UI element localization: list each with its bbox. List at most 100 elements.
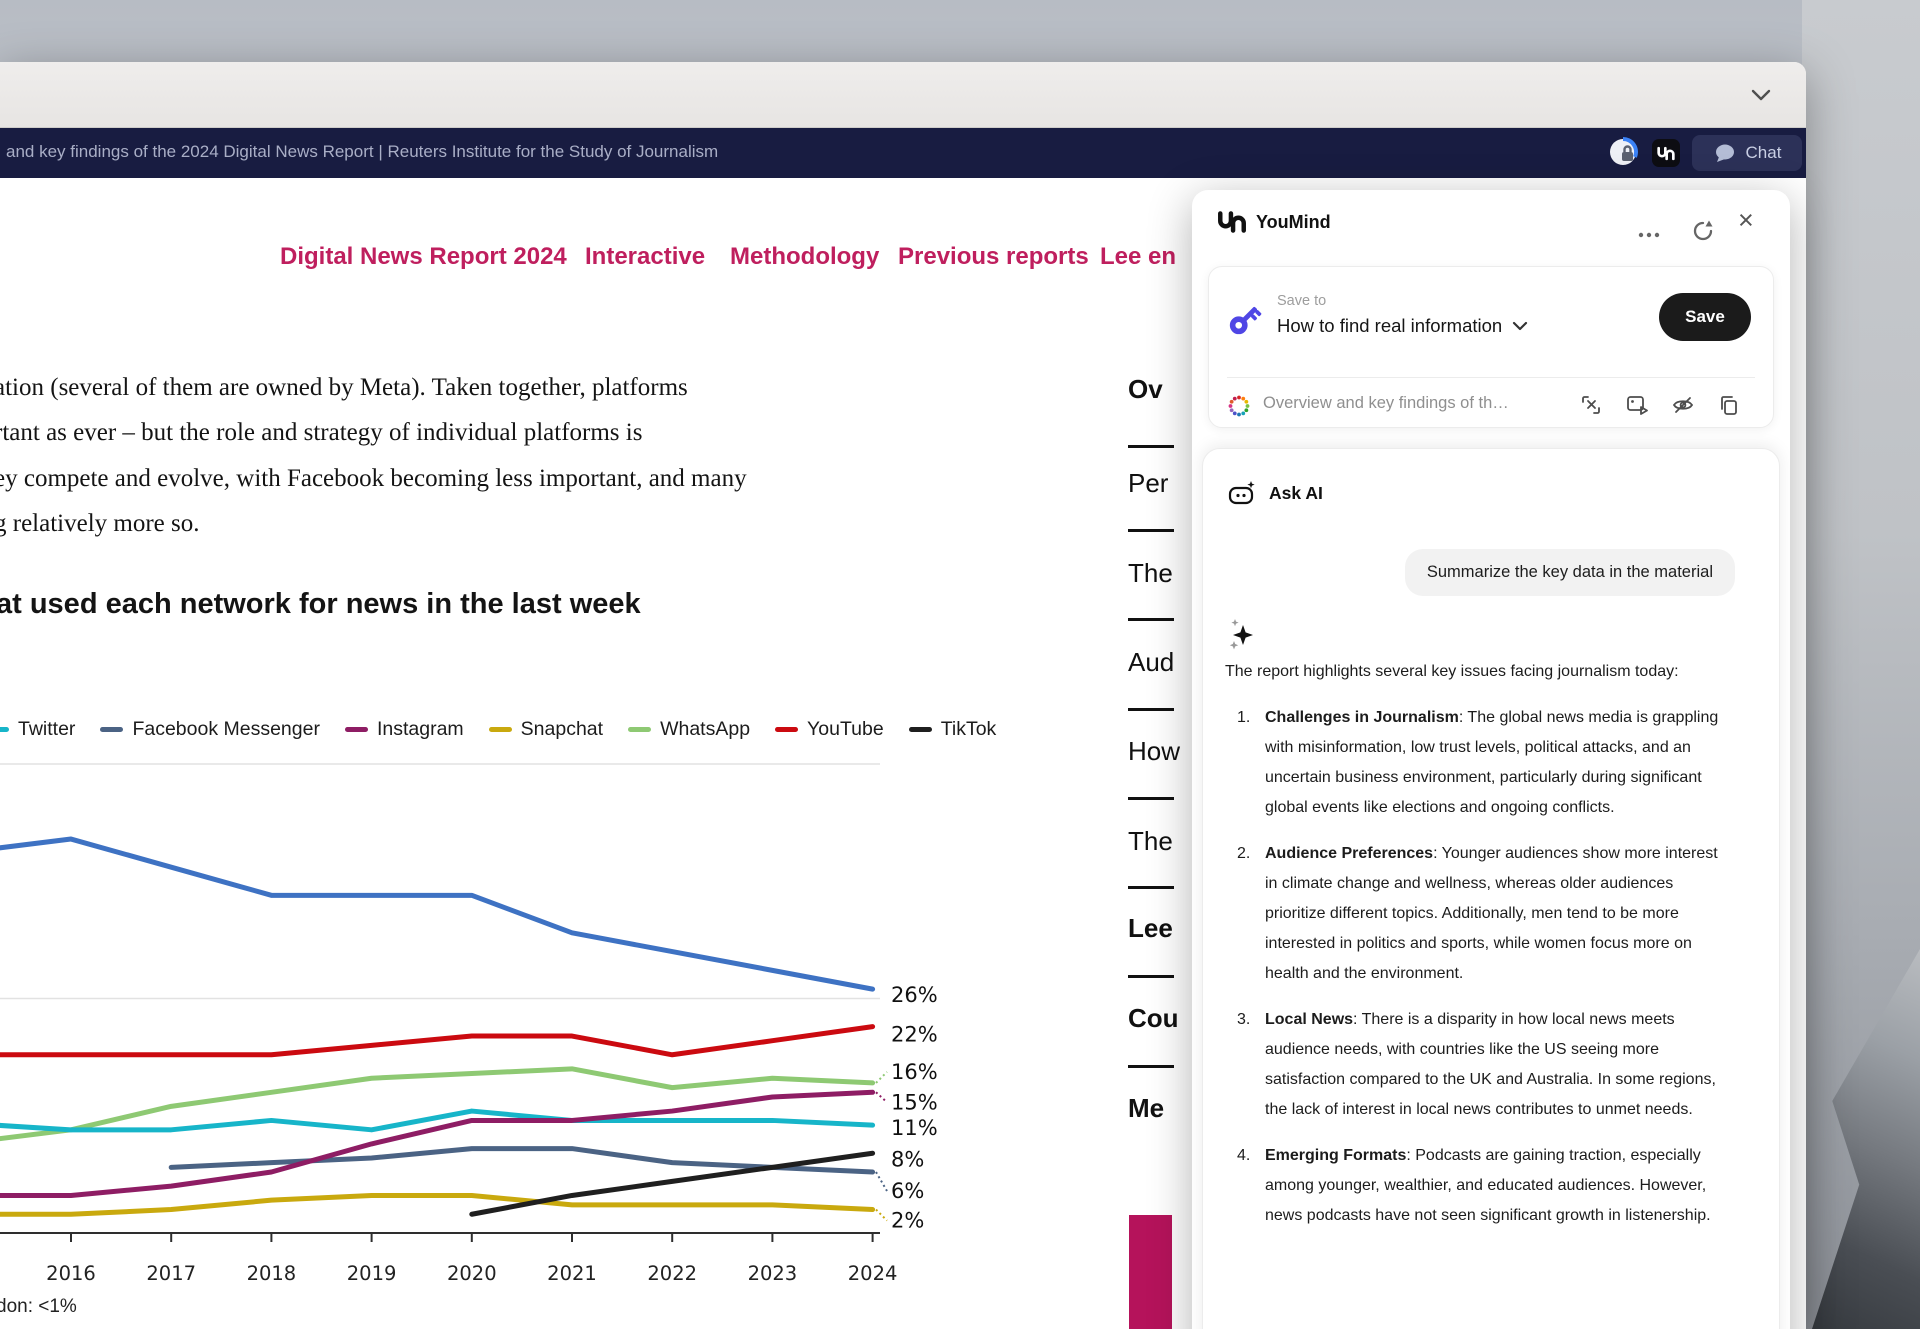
nav-link[interactable]: Methodology (730, 243, 880, 270)
legend-swatch (344, 727, 368, 732)
ai-response: The report highlights several key issues… (1225, 657, 1733, 1247)
copy-icon[interactable] (1717, 393, 1741, 417)
toc-item[interactable]: How (1128, 736, 1181, 766)
eye-off-icon[interactable] (1671, 393, 1695, 417)
legend-label: Snapchat (520, 718, 604, 740)
page-title: and key findings of the 2024 Digital New… (6, 142, 719, 161)
panel-title: YouMind (1256, 212, 1331, 232)
legend-label: Facebook Messenger (132, 718, 320, 740)
svg-text:22%: 22% (891, 1023, 938, 1047)
ask-ai-card: Ask AI Summarize the key data in the mat… (1202, 448, 1780, 1329)
ai-list-item: 3. Local News: There is a disparity in ho… (1225, 1005, 1733, 1125)
legend-swatch (628, 727, 652, 732)
legend-item: YouTube (775, 718, 884, 741)
nav-link[interactable]: Digital News Report 2024 (280, 243, 567, 270)
legend-label: WhatsApp (660, 718, 751, 740)
nav-link[interactable]: Previous reports (898, 243, 1089, 270)
nav-link[interactable]: Lee en (1100, 243, 1177, 270)
ask-ai-header: Ask AI (1227, 479, 1323, 507)
ai-list-number: 3. (1237, 1011, 1251, 1028)
legend-swatch (100, 727, 124, 732)
chevron-down-icon[interactable] (1750, 88, 1772, 102)
clip-selection-icon[interactable] (1579, 393, 1603, 417)
ai-list-title: Emerging Formats (1265, 1147, 1407, 1164)
legend-label: TikTok (940, 718, 997, 740)
toc-item[interactable]: Aud (1128, 647, 1175, 677)
toc-divider (1128, 797, 1174, 800)
ai-list-title: Local News (1265, 1011, 1354, 1028)
toc-item[interactable]: Lee (1128, 913, 1173, 943)
chevron-down-icon (1513, 321, 1528, 331)
toc-item[interactable]: The (1128, 826, 1173, 856)
media-snapshot-icon[interactable] (1625, 393, 1649, 417)
toc-item[interactable]: The (1128, 558, 1173, 588)
svg-text:2018: 2018 (247, 1262, 297, 1285)
legend-label: Instagram (376, 718, 464, 740)
save-button[interactable]: Save (1659, 293, 1751, 341)
ask-ai-robot-icon (1228, 481, 1255, 505)
ai-list-item: 2. Audience Preferences: Younger audience… (1225, 839, 1733, 989)
legend-item: Twitter (0, 718, 75, 741)
paragraph-line: g relatively more so. (0, 510, 200, 537)
svg-text:15%: 15% (891, 1090, 938, 1114)
legend-item: WhatsApp (628, 718, 750, 741)
ai-response-list: 1. Challenges in Journalism: The global n… (1225, 703, 1733, 1231)
ai-list-body: Challenges in Journalism: The global new… (1265, 709, 1719, 816)
ai-list-item: 4. Emerging Formats: Podcasts are gaining… (1225, 1141, 1733, 1231)
youmind-panel: YouMind × Save to How to find r (1192, 190, 1790, 1329)
paragraph-line: ey compete and evolve, with Facebook bec… (0, 465, 747, 492)
ai-list-number: 2. (1237, 845, 1251, 862)
toc-item[interactable]: Me (1128, 1093, 1165, 1123)
legend-swatch (0, 727, 9, 732)
toc-item[interactable]: Cou (1128, 1003, 1179, 1033)
legend-item: Instagram (344, 718, 464, 741)
toc-divider (1128, 618, 1174, 621)
board-name: How to find real information (1277, 315, 1503, 336)
chart-footnote: don: <1% (0, 1296, 77, 1317)
ask-ai-label: Ask AI (1269, 482, 1323, 503)
ai-list-body: Audience Preferences: Younger audiences … (1265, 845, 1718, 982)
toc-section-marker (1129, 1215, 1172, 1329)
svg-text:26%: 26% (891, 983, 938, 1007)
ai-list-number: 4. (1237, 1147, 1251, 1164)
youmind-extension-icon[interactable] (1652, 139, 1680, 167)
ai-sparkle-icon (1229, 619, 1253, 650)
legend-item: Facebook Messenger (100, 718, 320, 741)
legend-label: Twitter (18, 718, 76, 740)
chat-button[interactable]: Chat (1692, 135, 1802, 171)
user-message: Summarize the key data in the material (1404, 549, 1735, 596)
refresh-icon[interactable] (1690, 218, 1716, 244)
paragraph-line: ation (several of them are owned by Meta… (0, 374, 688, 401)
board-selector[interactable]: How to find real information (1277, 315, 1528, 337)
browser-chrome (0, 62, 1806, 128)
close-icon[interactable]: × (1738, 205, 1754, 235)
svg-text:2%: 2% (891, 1209, 924, 1233)
toc-item[interactable]: Per (1128, 468, 1169, 498)
legend-item: Snapchat (488, 718, 604, 741)
toc-divider (1128, 445, 1174, 448)
toc-divider (1128, 1065, 1174, 1068)
save-to-label: Save to (1277, 293, 1327, 309)
source-title: Overview and key findings of th… (1263, 394, 1509, 412)
chat-bubble-icon (1715, 144, 1734, 162)
toc-divider (1128, 529, 1174, 532)
svg-text:2023: 2023 (748, 1262, 798, 1285)
privacy-lock-icon[interactable] (1608, 137, 1638, 167)
more-menu-icon[interactable] (1636, 222, 1662, 248)
toc-item[interactable]: Ov (1128, 374, 1163, 404)
ai-list-title: Challenges in Journalism (1265, 709, 1459, 726)
site-favicon (1228, 395, 1250, 417)
svg-text:6%: 6% (891, 1179, 924, 1203)
svg-text:2022: 2022 (647, 1262, 697, 1285)
svg-text:2020: 2020 (447, 1262, 497, 1285)
browser-titlebar: and key findings of the 2024 Digital New… (0, 128, 1806, 178)
toc-divider (1128, 708, 1174, 711)
svg-text:11%: 11% (891, 1116, 938, 1140)
toc-divider (1128, 975, 1174, 978)
save-card: Save to How to find real information Sav… (1208, 266, 1774, 428)
nav-link[interactable]: Interactive (585, 243, 706, 270)
ai-list-item: 1. Challenges in Journalism: The global n… (1225, 703, 1733, 823)
toc-divider (1128, 886, 1174, 889)
paragraph-line: rtant as ever – but the role and strateg… (0, 419, 643, 446)
legend-swatch (775, 727, 799, 732)
